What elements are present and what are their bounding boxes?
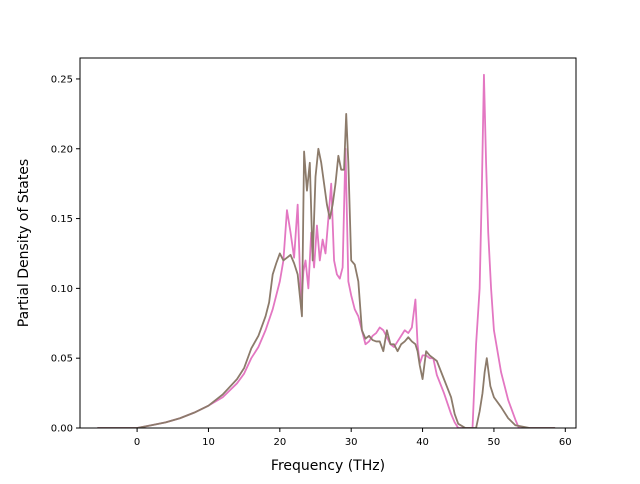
- y-axis-ticks: 0.00 0.05 0.10 0.15 0.20 0.25: [51, 74, 80, 435]
- plot-area: [79, 57, 577, 429]
- plot-background: [80, 58, 576, 428]
- x-tick-label: 30: [345, 437, 358, 448]
- series-line-2: [96, 112, 556, 428]
- y-tick-label: 0.10: [51, 284, 73, 295]
- x-tick-label: 60: [559, 437, 572, 448]
- y-axis-label: Partial Density of States: [16, 159, 32, 327]
- x-axis-ticks: 0 10 20 30 40 50 60: [134, 428, 572, 448]
- series-line-1: [96, 73, 556, 428]
- y-tick-label: 0.00: [51, 424, 73, 435]
- x-tick-label: 0: [134, 437, 140, 448]
- y-tick-label: 0.05: [51, 354, 73, 365]
- x-tick-label: 40: [416, 437, 429, 448]
- y-tick-label: 0.15: [51, 214, 73, 225]
- series-layer: [96, 73, 556, 428]
- x-tick-label: 10: [202, 437, 215, 448]
- plot-frame: [79, 57, 577, 429]
- x-tick-label: 20: [273, 437, 286, 448]
- x-tick-label: 50: [488, 437, 501, 448]
- y-tick-label: 0.25: [51, 74, 73, 85]
- x-axis-label: Frequency (THz): [271, 458, 385, 474]
- y-tick-label: 0.20: [51, 144, 73, 155]
